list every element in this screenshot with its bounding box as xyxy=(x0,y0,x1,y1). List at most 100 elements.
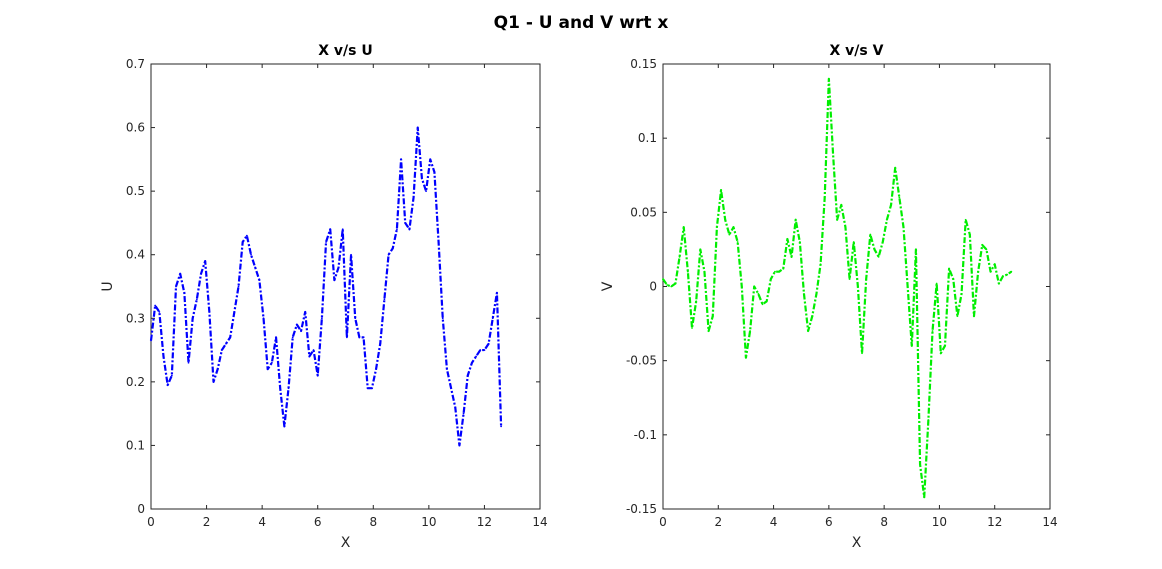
x-tick-label: 2 xyxy=(203,515,211,529)
y-tick-label: 0.05 xyxy=(630,205,657,219)
data-point xyxy=(287,387,290,390)
data-point xyxy=(225,342,227,345)
data-point xyxy=(191,317,194,320)
data-point xyxy=(212,380,215,383)
data-point xyxy=(483,349,486,351)
x-tick-label: 8 xyxy=(880,515,888,529)
data-point xyxy=(852,241,855,243)
data-point xyxy=(765,300,768,303)
data-point xyxy=(170,374,173,377)
data-point xyxy=(931,330,934,332)
data-point xyxy=(487,342,490,345)
data-point xyxy=(241,241,244,243)
data-point xyxy=(200,272,202,275)
data-point xyxy=(848,278,851,280)
data-point xyxy=(910,344,913,347)
data-point xyxy=(179,272,182,275)
figure-title: Q1 - U and V wrt x xyxy=(493,13,669,33)
y-tick-label: -0.1 xyxy=(634,428,657,442)
data-point xyxy=(387,253,390,256)
data-point xyxy=(237,285,240,288)
data-point xyxy=(291,336,294,339)
data-point xyxy=(794,218,797,221)
data-point xyxy=(923,496,926,499)
data-point xyxy=(345,336,348,339)
data-point xyxy=(935,282,938,285)
data-point xyxy=(948,267,951,270)
data-point xyxy=(786,238,789,240)
data-point xyxy=(266,368,269,371)
data-point xyxy=(450,387,452,390)
data-point xyxy=(716,226,718,229)
x-axis-label: X xyxy=(341,535,351,551)
data-point xyxy=(840,204,843,206)
data-point xyxy=(956,315,959,318)
data-point xyxy=(861,352,863,355)
data-point xyxy=(429,158,432,161)
data-point xyxy=(433,171,436,173)
data-point xyxy=(724,218,727,221)
data-point xyxy=(329,228,332,231)
data-point xyxy=(254,266,257,269)
data-point xyxy=(220,349,223,351)
data-point xyxy=(886,218,888,221)
data-point xyxy=(686,270,689,273)
y-tick-label: 0.1 xyxy=(126,438,145,452)
data-point xyxy=(778,270,780,273)
data-point xyxy=(250,253,252,256)
x-tick-label: 12 xyxy=(477,515,492,529)
data-point xyxy=(720,189,722,191)
y-tick-label: 0.2 xyxy=(126,375,145,389)
data-point xyxy=(823,196,826,199)
data-point xyxy=(678,255,681,258)
data-point xyxy=(832,152,834,154)
y-tick-label: 0 xyxy=(649,280,657,294)
data-point xyxy=(383,298,386,301)
data-point xyxy=(416,126,419,129)
data-point xyxy=(691,327,693,329)
data-point xyxy=(939,352,942,355)
data-point xyxy=(815,293,818,295)
x-tick-label: 0 xyxy=(147,515,155,529)
data-point xyxy=(906,285,909,288)
data-point xyxy=(819,263,822,266)
data-point xyxy=(827,77,830,80)
data-point xyxy=(944,344,946,347)
data-point xyxy=(466,374,469,377)
data-point xyxy=(919,463,921,466)
data-point xyxy=(894,166,897,169)
data-point xyxy=(902,226,905,229)
data-point xyxy=(204,260,207,262)
data-point xyxy=(491,317,494,320)
data-point xyxy=(985,248,988,251)
data-point xyxy=(396,228,398,231)
chart-title: X v/s U xyxy=(318,43,372,59)
data-point xyxy=(233,311,236,313)
data-point xyxy=(1006,273,1009,276)
data-point xyxy=(856,285,859,288)
data-point xyxy=(877,255,880,258)
y-tick-label: 0.7 xyxy=(126,57,145,71)
y-tick-label: 0.1 xyxy=(638,131,657,145)
data-point xyxy=(162,355,165,358)
data-point xyxy=(358,336,361,339)
data-point xyxy=(836,218,839,221)
data-point xyxy=(446,368,448,371)
data-point xyxy=(300,330,302,332)
data-point xyxy=(674,282,677,285)
data-point xyxy=(745,356,747,359)
data-point xyxy=(479,349,482,351)
x-tick-label: 4 xyxy=(258,515,266,529)
data-point xyxy=(320,317,323,320)
x-tick-label: 14 xyxy=(1042,515,1057,529)
data-point xyxy=(258,279,261,282)
data-point xyxy=(262,317,265,320)
data-point xyxy=(350,253,352,256)
data-point xyxy=(245,234,248,237)
data-point xyxy=(154,304,157,307)
data-point xyxy=(782,267,785,270)
x-tick-label: 0 xyxy=(659,515,667,529)
data-point xyxy=(968,233,971,236)
data-point xyxy=(960,293,963,295)
data-point xyxy=(425,190,427,193)
